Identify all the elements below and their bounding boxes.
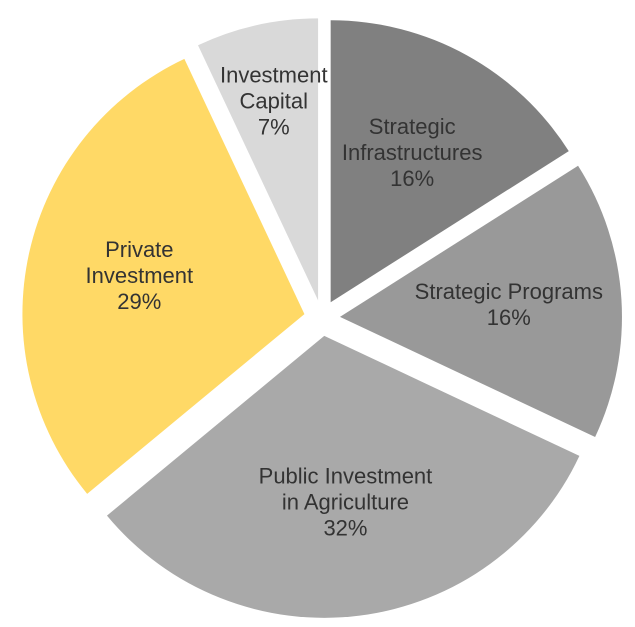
category-label: in Agriculture xyxy=(282,490,409,515)
slice-label: Public Investment in Agriculture 32% xyxy=(259,464,433,541)
category-label: Public Investment xyxy=(259,464,433,489)
pie-slice xyxy=(198,18,319,301)
value-label: 16% xyxy=(390,166,434,191)
slice-label: Private Investment 29% xyxy=(86,237,194,314)
category-label: Investment xyxy=(86,263,194,288)
pie-slice xyxy=(106,335,580,618)
category-label: Capital xyxy=(240,88,308,113)
pie-slice xyxy=(339,165,622,437)
category-label: Private xyxy=(105,237,173,262)
slice-label: Strategic Infrastructures 16% xyxy=(342,114,483,191)
category-label: Strategic xyxy=(369,114,456,139)
pie-slice xyxy=(330,20,569,303)
value-label: 29% xyxy=(117,289,161,314)
category-label: Infrastructures xyxy=(342,140,483,165)
category-label: Investment xyxy=(220,62,328,87)
slice-label: Strategic Programs 16% xyxy=(415,279,603,330)
value-label: 16% xyxy=(487,305,531,330)
category-label: Strategic Programs xyxy=(415,279,603,304)
value-label: 32% xyxy=(323,516,367,541)
pie-slice xyxy=(22,58,305,494)
value-label: 7% xyxy=(258,114,290,139)
slice-label: Investment Capital 7% xyxy=(220,62,328,139)
